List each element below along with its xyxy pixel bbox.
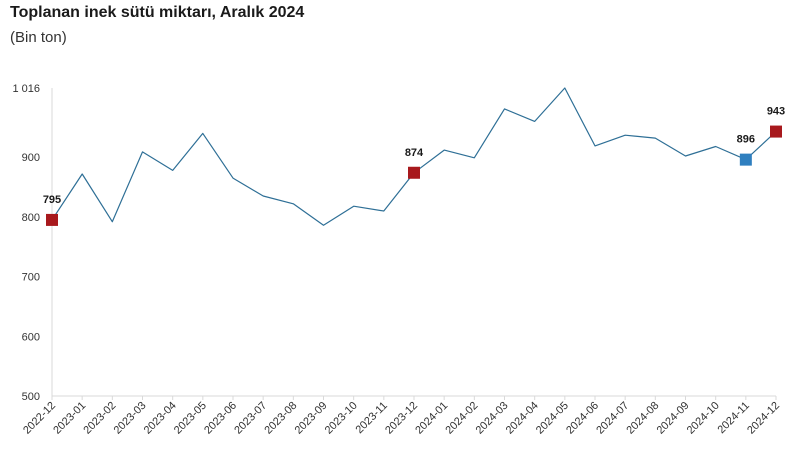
- x-tick-label: 2024-08: [624, 400, 661, 437]
- y-tick-label: 1 016: [12, 83, 40, 95]
- y-tick-label: 600: [22, 331, 40, 343]
- y-tick-label: 900: [22, 152, 40, 164]
- data-point-marker: [770, 125, 782, 138]
- x-tick-label: 2024-06: [564, 400, 601, 437]
- chart-axes: [51, 88, 776, 397]
- x-tick-label: 2023-02: [81, 400, 118, 437]
- x-tick-label: 2023-04: [142, 400, 179, 437]
- data-label: 795: [43, 194, 61, 206]
- x-tick-label: 2022-12: [21, 400, 58, 437]
- y-axis-ticks: 500 600 700 800 900 1 016: [12, 83, 40, 403]
- x-tick-label: 2023-01: [51, 400, 88, 437]
- data-label: 874: [405, 147, 424, 159]
- y-tick-label: 700: [22, 272, 40, 284]
- x-tick-label: 2024-05: [534, 400, 571, 437]
- x-tick-label: 2024-03: [474, 400, 511, 437]
- chart-subtitle: (Bin ton): [10, 29, 67, 46]
- x-tick-label: 2023-12: [383, 400, 420, 437]
- x-tick-label: 2023-08: [262, 400, 299, 437]
- x-tick-label: 2024-04: [504, 400, 541, 437]
- x-tick-label: 2024-07: [594, 400, 631, 437]
- x-tick-label: 2023-05: [172, 400, 209, 437]
- x-tick-label: 2024-10: [685, 400, 722, 437]
- chart-title: Toplanan inek sütü miktarı, Aralık 2024: [10, 4, 305, 21]
- x-tick-label: 2024-01: [413, 400, 450, 437]
- x-tick-label: 2024-09: [655, 400, 692, 437]
- x-tick-label: 2023-06: [202, 400, 239, 437]
- data-label: 896: [737, 134, 755, 146]
- x-tick-label: 2024-02: [443, 400, 480, 437]
- x-tick-label: 2023-10: [323, 400, 360, 437]
- data-point-marker: [739, 153, 752, 166]
- x-tick-label: 2023-03: [112, 400, 149, 437]
- y-tick-label: 500: [22, 391, 40, 403]
- highlight-markers: 795 874 896 943: [43, 106, 785, 226]
- x-axis-ticks: 2022-122023-012023-022023-032023-042023-…: [21, 396, 782, 437]
- data-label: 943: [767, 106, 785, 118]
- data-point-marker: [46, 213, 58, 226]
- x-tick-label: 2023-09: [293, 400, 330, 437]
- x-tick-label: 2023-07: [232, 400, 269, 437]
- y-tick-label: 800: [22, 212, 40, 224]
- data-point-marker: [408, 166, 420, 179]
- x-tick-label: 2024-12: [745, 400, 782, 437]
